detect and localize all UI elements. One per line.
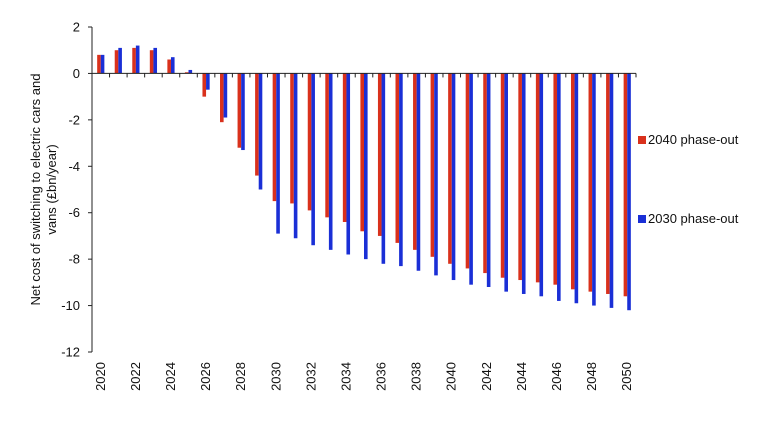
x-tick-label: 2034 bbox=[338, 362, 353, 391]
y-ticks-group: 2 0 -2 -4 -6 -8 -10 -12 bbox=[61, 20, 92, 360]
x-tick-label: 2020 bbox=[93, 362, 108, 391]
bar-2040-phase-out-2049 bbox=[606, 73, 610, 294]
y-tick-label: 2 bbox=[73, 20, 80, 35]
bar-2040-phase-out-2029 bbox=[255, 73, 259, 176]
x-tick-label: 2024 bbox=[163, 362, 178, 391]
bar-2040-phase-out-2039 bbox=[430, 73, 435, 257]
x-tick-label: 2046 bbox=[549, 362, 564, 391]
bar-2040-phase-out-2022 bbox=[132, 47, 136, 74]
bar-2040-phase-out-2031 bbox=[290, 73, 294, 204]
bar-2030-phase-out-2027 bbox=[223, 73, 228, 118]
x-tick-label: 2044 bbox=[514, 362, 529, 391]
x-tick-label: 2026 bbox=[198, 362, 213, 391]
bar-2030-phase-out-2042 bbox=[486, 73, 491, 288]
y-tick-label: 0 bbox=[73, 66, 80, 81]
bar-2030-phase-out-2035 bbox=[364, 73, 368, 260]
legend-swatch-2030 bbox=[638, 215, 646, 223]
bar-2040-phase-out-2042 bbox=[483, 73, 487, 274]
bar-2030-phase-out-2036 bbox=[381, 73, 386, 264]
bar-2030-phase-out-2025 bbox=[188, 69, 193, 74]
bar-2040-phase-out-2028 bbox=[237, 73, 242, 148]
bar-2040-phase-out-2047 bbox=[570, 73, 575, 290]
x-tick-label: 2048 bbox=[584, 362, 599, 391]
bar-2030-phase-out-2033 bbox=[328, 73, 333, 250]
bar-2030-phase-out-2039 bbox=[434, 73, 438, 276]
bar-2030-phase-out-2037 bbox=[399, 73, 403, 267]
legend-label-2040: 2040 phase-out bbox=[648, 132, 739, 147]
x-tick-label: 2036 bbox=[374, 362, 389, 391]
x-tick-label: 2050 bbox=[619, 362, 634, 391]
bar-2040-phase-out-2023 bbox=[149, 50, 154, 74]
bar-2030-phase-out-2020 bbox=[100, 54, 105, 74]
bar-2030-phase-out-2028 bbox=[241, 73, 245, 151]
bar-2040-phase-out-2048 bbox=[588, 73, 593, 292]
y-tick-label: -2 bbox=[68, 112, 80, 127]
bar-2040-phase-out-2036 bbox=[377, 73, 382, 236]
y-tick-label: -6 bbox=[68, 205, 80, 220]
bar-2030-phase-out-2040 bbox=[451, 73, 456, 281]
x-tick-label: 2030 bbox=[268, 362, 283, 391]
bar-2030-phase-out-2023 bbox=[153, 47, 158, 74]
bar-2040-phase-out-2027 bbox=[220, 73, 224, 123]
bar-2030-phase-out-2029 bbox=[258, 73, 263, 190]
bar-2040-phase-out-2024 bbox=[167, 59, 171, 74]
bar-2030-phase-out-2034 bbox=[346, 73, 351, 255]
x-tick-label: 2028 bbox=[233, 362, 248, 391]
bar-2040-phase-out-2045 bbox=[535, 73, 540, 283]
bar-2040-phase-out-2050 bbox=[623, 73, 628, 297]
bar-2030-phase-out-2045 bbox=[539, 73, 544, 297]
bar-2030-phase-out-2043 bbox=[504, 73, 508, 292]
bar-2030-phase-out-2038 bbox=[416, 73, 421, 271]
legend-label-2030: 2030 phase-out bbox=[648, 211, 739, 226]
bar-2040-phase-out-2033 bbox=[325, 73, 329, 218]
bar-2030-phase-out-2048 bbox=[592, 73, 596, 306]
bar-2040-phase-out-2034 bbox=[342, 73, 347, 223]
bar-2040-phase-out-2020 bbox=[97, 54, 101, 74]
bar-2040-phase-out-2026 bbox=[202, 73, 207, 97]
bar-2040-phase-out-2030 bbox=[272, 73, 277, 202]
bar-2030-phase-out-2047 bbox=[574, 73, 579, 304]
bar-2040-phase-out-2035 bbox=[360, 73, 364, 232]
bar-2040-phase-out-2032 bbox=[307, 73, 312, 211]
bars-group bbox=[97, 45, 631, 311]
x-tick-label: 2032 bbox=[303, 362, 318, 391]
bar-2040-phase-out-2040 bbox=[448, 73, 452, 264]
bar-2040-phase-out-2038 bbox=[413, 73, 417, 250]
bar-2030-phase-out-2032 bbox=[311, 73, 315, 246]
bar-2040-phase-out-2021 bbox=[114, 50, 119, 74]
bar-2030-phase-out-2041 bbox=[469, 73, 473, 285]
bar-2030-phase-out-2022 bbox=[135, 45, 140, 74]
x-tick-label: 2040 bbox=[444, 362, 459, 391]
y-tick-label: -12 bbox=[61, 345, 80, 360]
bar-2040-phase-out-2041 bbox=[465, 73, 470, 269]
bar-2040-phase-out-2025 bbox=[184, 72, 189, 74]
bar-2030-phase-out-2021 bbox=[118, 47, 122, 74]
x-tick-label: 2042 bbox=[479, 362, 494, 391]
bar-2030-phase-out-2050 bbox=[627, 73, 631, 311]
bar-2040-phase-out-2046 bbox=[553, 73, 558, 285]
x-tick-label: 2038 bbox=[409, 362, 424, 391]
y-tick-label: -8 bbox=[68, 252, 80, 267]
x-tick-label: 2022 bbox=[128, 362, 143, 391]
y-tick-label: -10 bbox=[61, 298, 80, 313]
bar-2030-phase-out-2049 bbox=[609, 73, 614, 308]
bar-2030-phase-out-2031 bbox=[293, 73, 298, 239]
x-ticks-group: 2020 2022 2024 2026 2028 2030 2032 2034 2036 2038… bbox=[91, 73, 637, 391]
bar-2040-phase-out-2037 bbox=[395, 73, 400, 243]
y-axis-title: Net cost of switching to electric cars a… bbox=[28, 74, 59, 306]
bar-2030-phase-out-2046 bbox=[557, 73, 561, 301]
bar-2030-phase-out-2026 bbox=[206, 73, 210, 90]
bar-2030-phase-out-2030 bbox=[276, 73, 280, 234]
bar-2030-phase-out-2044 bbox=[521, 73, 526, 294]
y-axis-title-line: Net cost of switching to electric cars a… bbox=[28, 74, 43, 306]
bar-2040-phase-out-2044 bbox=[518, 73, 522, 281]
legend-swatch-2040 bbox=[638, 136, 646, 144]
y-tick-label: -4 bbox=[68, 159, 80, 174]
bar-2040-phase-out-2043 bbox=[500, 73, 505, 278]
legend: 2040 phase-out 2030 phase-out bbox=[638, 132, 739, 226]
y-axis-title-line: vans (£bn/year) bbox=[44, 144, 59, 234]
bar-2030-phase-out-2024 bbox=[170, 57, 175, 74]
